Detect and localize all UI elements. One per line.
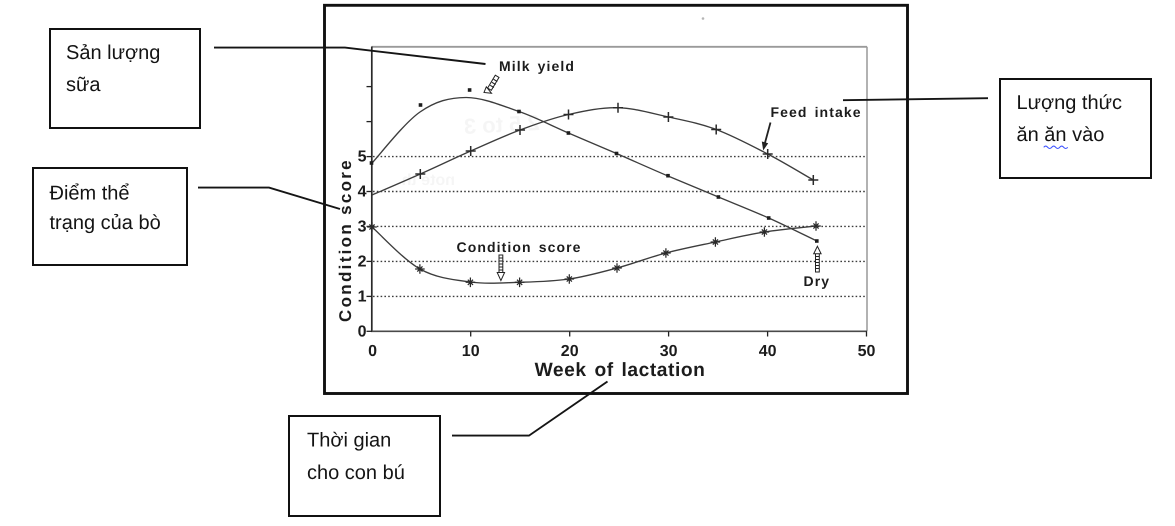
svg-text:4: 4 — [358, 184, 367, 201]
svg-text:2.5 to 3: 2.5 to 3 — [463, 110, 540, 139]
svg-text:Sản lượng: Sản lượng — [66, 42, 160, 64]
svg-text:10: 10 — [462, 343, 480, 360]
svg-text:cho con bú: cho con bú — [307, 462, 405, 484]
svg-text:trạng của bò: trạng của bò — [50, 212, 161, 234]
svg-text:40: 40 — [759, 343, 777, 360]
svg-text:Milk yield: Milk yield — [499, 58, 575, 74]
svg-text:Condition score: Condition score — [336, 158, 355, 322]
svg-text:Điểm thể: Điểm thể — [50, 182, 130, 204]
svg-text:Feed intake: Feed intake — [771, 104, 862, 120]
svg-text:5: 5 — [358, 149, 367, 166]
svg-text:Condition score: Condition score — [457, 239, 582, 255]
svg-text:3: 3 — [358, 218, 367, 235]
svg-text:ăn ăn vào: ăn ăn vào — [1017, 124, 1105, 146]
svg-text:Week of lactation: Week of lactation — [535, 360, 706, 381]
svg-text:Thời gian: Thời gian — [307, 429, 391, 451]
svg-text:0: 0 — [358, 323, 367, 340]
svg-text:Lượng thức: Lượng thức — [1017, 92, 1123, 114]
svg-text:50: 50 — [858, 343, 876, 360]
svg-text:2: 2 — [358, 253, 367, 270]
svg-text:note th: note th — [402, 172, 455, 189]
svg-text:0: 0 — [368, 343, 377, 360]
svg-text:30: 30 — [660, 343, 678, 360]
svg-text:sữa: sữa — [66, 74, 101, 96]
svg-text:1: 1 — [358, 288, 367, 305]
svg-text:Dry: Dry — [804, 273, 831, 289]
svg-text:20: 20 — [561, 343, 579, 360]
